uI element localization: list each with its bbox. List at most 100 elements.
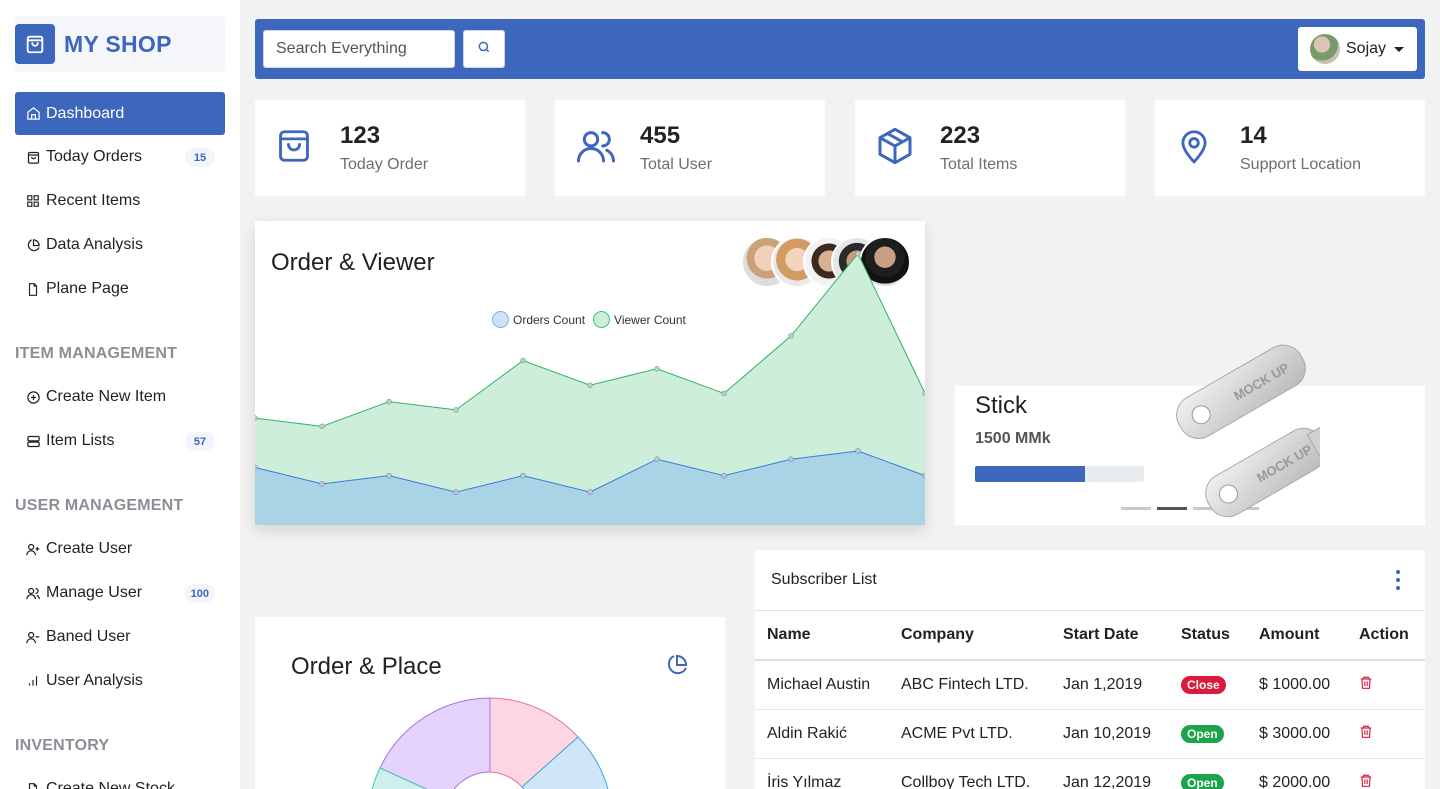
data-point[interactable] — [386, 398, 392, 405]
file-icon — [25, 281, 41, 297]
column-header[interactable]: Status — [1169, 611, 1247, 661]
data-point[interactable] — [520, 357, 526, 364]
table-row[interactable]: İris Yılmaz Collboy Tech LTD. Jan 12,201… — [755, 758, 1425, 789]
data-point[interactable] — [255, 464, 258, 471]
sidebar-item-user-analysis[interactable]: User Analysis — [15, 659, 225, 703]
sidebar-item-label: Baned User — [46, 628, 131, 645]
sidebar-item-baned-user[interactable]: Baned User — [15, 615, 225, 659]
data-point[interactable] — [453, 489, 459, 495]
doughnut-slice[interactable] — [379, 697, 491, 789]
carousel-dot[interactable] — [1193, 507, 1223, 510]
sidebar-item-recent-items[interactable]: Recent Items — [15, 179, 225, 223]
cell-start-date: Jan 10,2019 — [1051, 709, 1169, 759]
sidebar-item-manage-user[interactable]: Manage User 100 — [15, 571, 225, 615]
sidebar-item-dashboard[interactable]: Dashboard — [15, 92, 225, 135]
data-point[interactable] — [855, 250, 861, 257]
avatar[interactable] — [859, 236, 911, 288]
sidebar-item-plane-page[interactable]: Plane Page — [15, 267, 225, 311]
user-menu-button[interactable]: Sojay — [1298, 27, 1417, 71]
cell-status: Open — [1169, 709, 1247, 759]
sidebar-item-data-analysis[interactable]: Data Analysis — [15, 223, 225, 267]
search-button[interactable] — [463, 30, 505, 68]
stat-card-support-location[interactable]: 14 Support Location — [1155, 100, 1425, 196]
cell-amount: $ 3000.00 — [1247, 709, 1347, 759]
data-point[interactable] — [319, 423, 325, 430]
bag-icon — [25, 149, 41, 165]
carousel-dot[interactable] — [1157, 507, 1187, 510]
grid-icon — [25, 193, 41, 209]
pie-icon — [25, 237, 41, 253]
stat-label: Today Order — [340, 156, 429, 173]
brand-logo[interactable]: MY SHOP — [15, 16, 225, 72]
data-point[interactable] — [721, 472, 727, 479]
cell-company: ABC Fintech LTD. — [889, 660, 1051, 710]
status-badge: Open — [1181, 724, 1224, 743]
sidebar-item-label: User Analysis — [46, 672, 143, 689]
column-header[interactable]: Company — [889, 611, 1051, 661]
usb-stick-image: MOCK UP MOCK UP — [1176, 344, 1320, 518]
column-header[interactable]: Name — [755, 611, 889, 661]
column-header[interactable]: Action — [1347, 611, 1425, 661]
doughnut-slice[interactable] — [368, 767, 448, 789]
stat-label: Support Location — [1240, 156, 1361, 173]
cell-name: Aldin Rakić — [755, 709, 889, 759]
data-point[interactable] — [319, 481, 325, 487]
table-header-row: Name Company Start Date Status Amount Ac… — [755, 611, 1425, 661]
sidebar-item-create-new-stock[interactable]: Create New Stock — [15, 767, 225, 789]
data-point[interactable] — [587, 382, 593, 388]
user-plus-icon — [25, 541, 41, 557]
top-bar: Sojay — [255, 19, 1425, 79]
more-options-icon[interactable] — [1395, 570, 1401, 590]
legend-swatch — [593, 311, 611, 328]
sidebar-item-item-lists[interactable]: Item Lists 57 — [15, 419, 225, 463]
legend-item-orders[interactable]: Orders Count — [492, 311, 585, 328]
data-point[interactable] — [587, 489, 593, 495]
stat-label: Total Items — [940, 156, 1018, 173]
carousel-dot[interactable] — [1121, 507, 1151, 510]
data-point[interactable] — [788, 456, 794, 462]
data-point[interactable] — [453, 407, 459, 413]
sidebar-item-create-user[interactable]: Create User — [15, 527, 225, 571]
main-nav: Dashboard Today Orders 15 Recent Items D… — [15, 92, 225, 311]
subscriber-table: Name Company Start Date Status Amount Ac… — [755, 611, 1425, 789]
doughnut-slice[interactable] — [521, 736, 612, 789]
trash-icon[interactable] — [1359, 676, 1373, 694]
viewer-avatars — [741, 236, 911, 288]
stat-card-today-order[interactable]: 123 Today Order — [255, 100, 525, 196]
data-point[interactable] — [654, 456, 660, 462]
data-point[interactable] — [520, 472, 526, 479]
section-heading-user-management: USER MANAGEMENT — [15, 497, 184, 514]
legend-label: Viewer Count — [614, 312, 686, 327]
stat-card-total-items[interactable]: 223 Total Items — [855, 100, 1125, 196]
data-point[interactable] — [788, 333, 794, 339]
data-point[interactable] — [855, 448, 861, 454]
column-header[interactable]: Amount — [1247, 611, 1347, 661]
sidebar-item-today-orders[interactable]: Today Orders 15 — [15, 135, 225, 179]
trash-icon[interactable] — [1359, 725, 1373, 743]
column-header[interactable]: Start Date — [1051, 611, 1169, 661]
table-row[interactable]: Michael Austin ABC Fintech LTD. Jan 1,20… — [755, 660, 1425, 710]
sidebar-item-label: Manage User — [46, 584, 143, 601]
order-place-card: Order & Place — [255, 617, 725, 789]
search-input[interactable] — [263, 30, 455, 68]
data-point[interactable] — [255, 415, 258, 421]
data-point[interactable] — [654, 366, 660, 372]
user-minus-icon — [25, 629, 41, 645]
sidebar-item-label: Create User — [46, 540, 133, 557]
table-row[interactable]: Aldin Rakić ACME Pvt LTD. Jan 10,2019 Op… — [755, 709, 1425, 759]
legend-item-viewer[interactable]: Viewer Count — [593, 311, 686, 328]
data-point[interactable] — [386, 472, 392, 479]
pie-chart-icon[interactable] — [665, 653, 689, 682]
card-title: Order & Place — [291, 653, 442, 680]
data-point[interactable] — [721, 390, 727, 397]
data-point[interactable] — [922, 390, 926, 397]
trash-icon[interactable] — [1359, 774, 1373, 789]
inventory-nav: Create New Stock — [15, 767, 225, 789]
stat-card-total-user[interactable]: 455 Total User — [555, 100, 825, 196]
bar-chart-icon — [25, 673, 41, 689]
data-point[interactable] — [922, 472, 926, 479]
count-badge: 15 — [185, 148, 215, 167]
sidebar: MY SHOP Dashboard Today Orders 15 Recent… — [0, 0, 240, 789]
sidebar-item-create-new-item[interactable]: Create New Item — [15, 375, 225, 419]
sidebar-item-label: Recent Items — [46, 192, 141, 209]
